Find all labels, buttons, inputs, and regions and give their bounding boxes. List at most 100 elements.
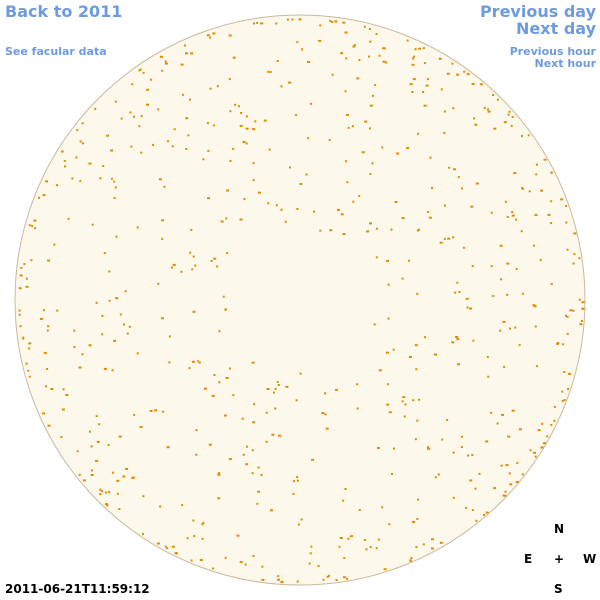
facula [42, 412, 46, 415]
facula [528, 190, 531, 193]
facula [547, 213, 551, 216]
previous-hour-link[interactable]: Previous hour [509, 45, 596, 58]
facula [238, 105, 240, 108]
facula [122, 475, 126, 478]
facula [516, 461, 519, 464]
facula [163, 185, 166, 188]
facula [356, 77, 360, 80]
facula [560, 198, 564, 201]
facula [140, 115, 143, 118]
facula [50, 388, 54, 390]
facula [261, 565, 264, 568]
facula [452, 107, 455, 110]
facula [131, 476, 134, 479]
facula [216, 85, 219, 88]
facula [30, 259, 33, 262]
facula [471, 83, 475, 85]
facula [149, 409, 153, 412]
facula [260, 473, 263, 476]
facula [496, 98, 499, 101]
facula [311, 458, 315, 461]
facula [404, 403, 407, 406]
back-link[interactable]: Back to 2011 [5, 2, 123, 21]
facula [455, 336, 459, 338]
facula [18, 287, 22, 290]
facula [375, 547, 378, 550]
facula [113, 339, 117, 342]
facula [406, 39, 409, 42]
facula [515, 481, 519, 483]
facula [490, 265, 493, 268]
facula [533, 451, 536, 454]
facula [521, 135, 523, 137]
facula [142, 71, 145, 74]
facula [502, 320, 506, 323]
facular-data-link[interactable]: See facular data [5, 45, 107, 58]
facula [453, 168, 457, 171]
facula [252, 555, 255, 557]
facula [443, 237, 446, 240]
facula [381, 506, 384, 509]
facula [133, 115, 136, 118]
facula [429, 156, 432, 159]
facula [368, 28, 371, 31]
facula [565, 221, 568, 224]
facula [358, 194, 361, 197]
facula [102, 165, 105, 167]
facula [171, 545, 175, 548]
facula [82, 479, 86, 482]
facula [581, 307, 585, 310]
facula [62, 388, 65, 391]
facula [343, 557, 346, 559]
facula [366, 230, 369, 233]
facula [133, 413, 136, 416]
facula [297, 479, 299, 482]
facula [99, 177, 102, 180]
facula [188, 367, 191, 370]
facula [416, 419, 419, 422]
facula [416, 292, 419, 295]
facula [371, 162, 374, 165]
facula [269, 71, 272, 73]
facula [296, 580, 299, 583]
facula [369, 104, 373, 107]
facula [492, 295, 495, 297]
next-hour-link[interactable]: Next hour [534, 57, 597, 70]
facula [167, 140, 169, 143]
facula [503, 365, 506, 368]
facula [358, 509, 361, 511]
facula [226, 189, 230, 192]
facula [212, 32, 216, 35]
facula [124, 290, 127, 293]
facula [472, 339, 475, 342]
facula [565, 314, 567, 317]
facula [486, 356, 489, 358]
facula [326, 575, 329, 578]
previous-day-link[interactable]: Previous day [479, 2, 596, 21]
facula [111, 177, 113, 180]
next-day-link[interactable]: Next day [516, 19, 596, 38]
facula [569, 309, 573, 312]
facula [79, 140, 82, 143]
facula [90, 474, 94, 476]
facula [252, 421, 256, 424]
facula [532, 304, 536, 307]
facula [78, 473, 81, 476]
facula [73, 329, 76, 332]
facula [251, 361, 255, 364]
facula [466, 306, 469, 309]
facula [18, 309, 21, 312]
facula [550, 282, 553, 285]
facula [90, 445, 93, 448]
facula [561, 390, 564, 393]
facula [539, 258, 542, 261]
facula [508, 327, 511, 330]
facula [114, 186, 117, 189]
facula [288, 81, 292, 84]
facula [76, 450, 79, 453]
facula [537, 429, 541, 432]
facula [27, 369, 30, 372]
facula [78, 366, 82, 369]
facula [123, 323, 125, 326]
